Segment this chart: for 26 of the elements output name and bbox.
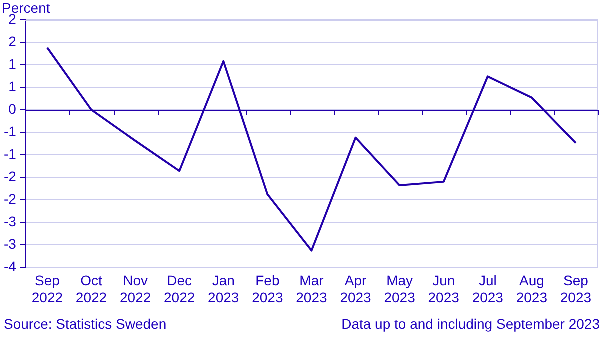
y-tick-label: -2 (4, 168, 17, 184)
x-tick-label: Sep 2022 (32, 272, 64, 306)
x-tick-label: Jul 2023 (472, 272, 504, 306)
x-tick-label: Feb 2023 (252, 272, 284, 306)
x-tick-label: Apr 2023 (340, 272, 372, 306)
x-tick-label: Oct 2022 (76, 272, 108, 306)
y-tick-label: -3 (4, 236, 17, 252)
x-tick-label: Sep 2023 (560, 272, 592, 306)
source-note: Source: Statistics Sweden (4, 316, 167, 332)
x-tick-label: Mar 2023 (296, 272, 328, 306)
text: Data up to and including September 2023 (342, 316, 600, 332)
x-tick-label: May 2023 (384, 272, 416, 306)
y-tick-label: -2 (4, 190, 17, 207)
x-tick-label: Aug 2023 (516, 272, 548, 306)
y-tick-label: 1 (8, 56, 17, 72)
y-tick-label: 2 (8, 33, 17, 50)
y-tick-label: -3 (4, 213, 17, 230)
y-tick-label: 0 (8, 100, 17, 117)
x-tick-label: Jan 2023 (208, 272, 240, 306)
y-tick-label: -1 (4, 123, 17, 140)
y-tick-label: 1 (8, 78, 17, 94)
x-tick-label: Dec 2022 (164, 272, 196, 306)
x-tick-label: Jun 2023 (428, 272, 460, 306)
y-tick-label: -4 (4, 258, 17, 274)
y-tick-label: -1 (4, 146, 17, 162)
x-tick-label: Nov 2022 (120, 272, 152, 306)
